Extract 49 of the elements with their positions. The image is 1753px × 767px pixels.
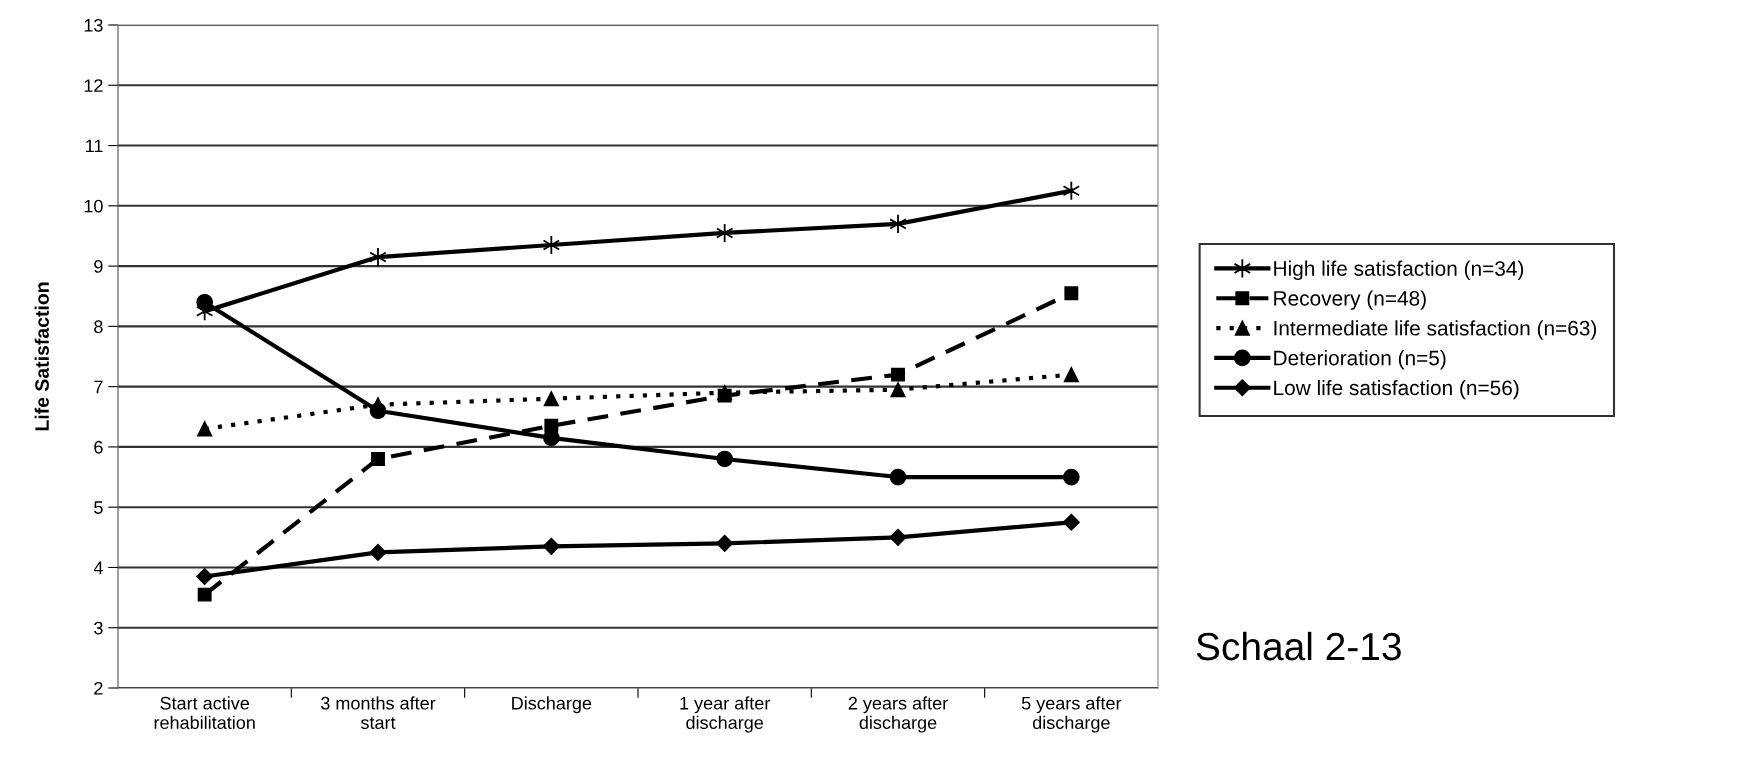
legend-label: Recovery (n=48) — [1274, 290, 1426, 310]
y-tick-label: 4 — [93, 561, 103, 574]
point — [196, 293, 214, 311]
point — [371, 452, 385, 466]
point — [369, 402, 387, 420]
point — [542, 537, 560, 555]
y-tick-label: 10 — [84, 199, 103, 213]
point — [889, 528, 907, 546]
point — [369, 247, 387, 267]
point — [1062, 513, 1080, 531]
legend-label: Low life satisfaction (n=56) — [1274, 379, 1519, 400]
point — [716, 534, 734, 552]
text: Schaal 2-13 — [1196, 631, 1401, 661]
legend-label: Intermediate life satisfaction (n=63) — [1274, 320, 1597, 340]
point — [1063, 366, 1079, 383]
point — [1062, 180, 1081, 201]
x-tick-label: Start active rehabilitation — [154, 696, 255, 730]
y-tick-label: 2 — [94, 681, 103, 695]
point — [890, 382, 906, 398]
y-axis-title: Life Satisfaction — [34, 282, 49, 431]
point — [889, 213, 907, 234]
x-tick-label: Discharge — [512, 696, 592, 714]
point — [369, 543, 387, 561]
point — [1062, 468, 1080, 486]
point — [889, 468, 907, 486]
point — [543, 391, 559, 407]
y-tick-label: 12 — [84, 79, 103, 92]
point — [542, 235, 561, 255]
x-tick-label: 2 years after discharge — [848, 696, 948, 733]
y-tick-label: 6 — [94, 440, 103, 454]
x-tick-label: 5 years after discharge — [1021, 696, 1122, 733]
point — [197, 421, 213, 437]
y-tick-label: 9 — [94, 260, 103, 273]
y-tick-label: 8 — [94, 320, 103, 334]
legend-label: High life satisfaction (n=34) — [1274, 260, 1524, 281]
point — [715, 223, 734, 243]
y-tick-label: 13 — [84, 18, 103, 32]
y-tick-label: 7 — [94, 380, 103, 394]
legend-label: Deterioration (n=5) — [1274, 350, 1446, 370]
y-tick-label: 5 — [94, 501, 103, 514]
y-tick-label: 11 — [86, 139, 103, 153]
y-tick-label: 3 — [94, 621, 103, 635]
point — [716, 450, 734, 468]
point — [1064, 286, 1079, 301]
point — [196, 567, 214, 586]
x-tick-label: 3 months after start — [320, 696, 436, 730]
point — [197, 587, 212, 602]
x-tick-label: 1 year after discharge — [680, 696, 771, 733]
point — [891, 367, 905, 382]
